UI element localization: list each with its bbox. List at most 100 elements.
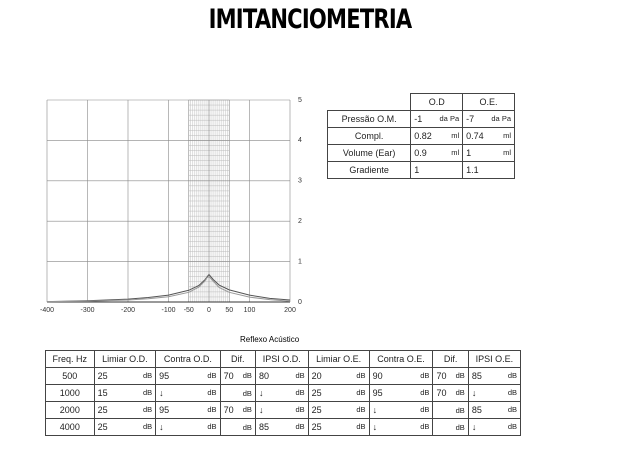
cell: dB 85	[467, 367, 522, 385]
value: 0.82	[414, 131, 432, 141]
unit: dB	[142, 388, 153, 397]
unit: dB	[455, 422, 465, 432]
unit: dB	[295, 371, 305, 380]
unit: ml	[503, 131, 511, 140]
value: -1	[414, 114, 423, 124]
x-tick-label: -400	[40, 307, 54, 314]
unit: dB	[142, 371, 153, 380]
value: 80	[258, 371, 269, 381]
cell: dB 85	[254, 418, 309, 436]
cell: ml 0.82	[410, 127, 464, 145]
value: 25	[97, 405, 108, 415]
value: 1	[466, 148, 472, 158]
row-label: Compl.	[326, 127, 412, 145]
unit: dB	[142, 422, 153, 431]
header-row: O.D O.E.	[328, 93, 515, 111]
value: ↓	[258, 405, 264, 415]
column-header: O.E.	[462, 93, 515, 111]
row: 500 dB 25 dB 95 dB 70 dB 80 dB 20 dB 90 dB 70 dB 85	[45, 367, 522, 385]
value: 85	[258, 422, 269, 432]
value: 0.74	[466, 131, 484, 141]
unit: da Pa	[491, 114, 511, 123]
unit: da Pa	[439, 114, 460, 123]
value: 25	[97, 422, 108, 432]
cell: dB	[432, 418, 469, 436]
cell: dB	[432, 401, 469, 419]
unit: dB	[455, 388, 465, 397]
unit: dB	[207, 388, 217, 397]
reflex-title: Reflexo Acústico	[240, 335, 300, 344]
unit: dB	[207, 371, 217, 380]
value: 0.9	[414, 148, 427, 158]
value: ↓	[159, 388, 164, 398]
y-tick-label: 5	[298, 97, 302, 104]
column-header: IPSI O.E.	[467, 350, 522, 368]
value: 85	[471, 405, 482, 415]
value: 25	[311, 388, 322, 398]
x-tick-label: 50	[225, 307, 233, 314]
unit: dB	[242, 388, 252, 398]
line-series	[46, 275, 291, 303]
unit: dB	[356, 388, 366, 397]
value: 70	[436, 371, 447, 381]
value: 15	[97, 388, 108, 398]
value: 70	[223, 405, 234, 415]
unit: dB	[207, 422, 217, 431]
line-series	[46, 273, 291, 303]
unit: dB	[295, 405, 305, 414]
cell: dB 95	[155, 401, 221, 419]
unit: dB	[455, 371, 465, 380]
unit: dB	[507, 405, 517, 414]
column-header: Limiar O.E.	[307, 350, 370, 368]
value: 85	[471, 371, 482, 381]
cell: ml 0.9	[410, 144, 464, 162]
row: Gradiente 1 1.1	[326, 161, 515, 179]
unit: dB	[420, 371, 430, 380]
value: ↓	[258, 388, 264, 398]
frequency: 500	[45, 367, 95, 385]
value: 25	[97, 371, 108, 381]
cell: dB 25	[93, 367, 157, 385]
unit: dB	[507, 422, 517, 431]
header-row: Freq. Hz Limiar O.D. Contra O.D. Dif. IPSI O…	[45, 350, 522, 368]
x-tick-label: 100	[244, 307, 256, 314]
cell: 1	[410, 161, 464, 179]
unit: dB	[420, 422, 430, 431]
unit: ml	[451, 131, 460, 140]
unit: dB	[242, 371, 252, 380]
value: 95	[159, 371, 170, 381]
unit: dB	[420, 388, 430, 397]
row-label: Pressão O.M.	[326, 110, 412, 128]
cell: dB 70	[219, 367, 256, 385]
y-tick-label: 1	[298, 258, 302, 265]
value: 1	[414, 165, 420, 175]
row-label: Volume (Ear)	[326, 144, 412, 162]
value: 20	[311, 371, 322, 381]
y-tick-label: 2	[298, 218, 302, 225]
cell: dB ↓	[254, 384, 309, 402]
cell: dB 25	[307, 418, 370, 436]
cell: 1.1	[462, 161, 515, 179]
x-tick-label: -100	[161, 307, 175, 314]
cell: dB 25	[307, 401, 370, 419]
column-header: IPSI O.D.	[254, 350, 309, 368]
cell: dB ↓	[254, 401, 309, 419]
value: ↓	[471, 388, 477, 398]
unit: dB	[356, 371, 366, 380]
value: 95	[159, 405, 170, 415]
x-tick-label: -300	[80, 307, 94, 314]
value: 70	[436, 388, 447, 398]
row: Pressão O.M. da Pa -1 da Pa -7	[326, 110, 515, 128]
y-tick-label: 3	[298, 178, 302, 185]
x-tick-label: -50	[184, 307, 194, 314]
value: 25	[311, 422, 322, 432]
cell: dB 70	[432, 384, 469, 402]
cell: dB ↓	[368, 401, 434, 419]
unit: dB	[507, 371, 517, 380]
value: -7	[466, 114, 475, 124]
column-header: O.D	[410, 93, 464, 111]
value: 90	[372, 371, 383, 381]
blank-cell	[328, 94, 411, 111]
cell: dB 70	[432, 367, 469, 385]
